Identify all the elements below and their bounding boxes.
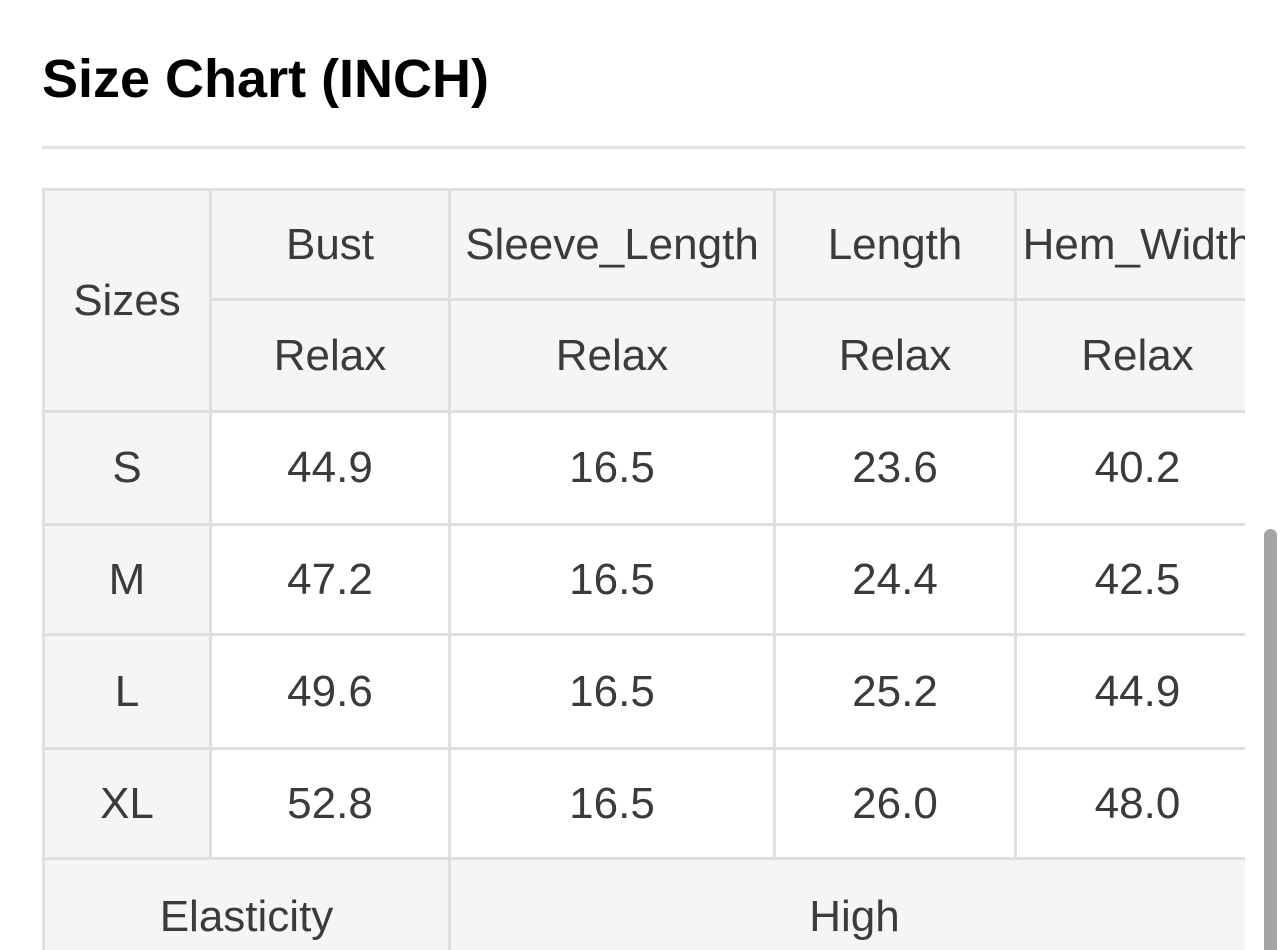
title-divider xyxy=(42,146,1245,149)
value-s-hem-width: 40.2 xyxy=(1014,410,1245,526)
header-row-fit: Relax Relax Relax Relax xyxy=(44,298,1245,413)
value-xl-hem-width: 48.0 xyxy=(1014,747,1245,860)
value-s-bust: 44.9 xyxy=(209,410,451,526)
elasticity-label: Elasticity xyxy=(42,857,451,950)
header-cell-length: Length xyxy=(773,188,1017,301)
subheader-cell-bust-relax: Relax xyxy=(209,298,451,413)
value-xl-sleeve-length: 16.5 xyxy=(448,747,776,860)
value-s-length: 23.6 xyxy=(773,410,1017,526)
table-row-size-l: L 49.6 16.5 25.2 44.9 xyxy=(42,633,1245,750)
subheader-cell-length-relax: Relax xyxy=(773,298,1017,413)
subheader-cell-sleeve-relax: Relax xyxy=(448,298,776,413)
size-chart-scroll-container[interactable]: Sizes Bust Sleeve_Length Length Hem_Widt… xyxy=(42,188,1245,950)
elasticity-value: High xyxy=(448,857,1245,950)
value-l-sleeve-length: 16.5 xyxy=(448,633,776,750)
table-row-size-m: M 47.2 16.5 24.4 42.5 xyxy=(42,523,1245,636)
table-row-size-s: S 44.9 16.5 23.6 40.2 xyxy=(42,410,1245,526)
value-l-bust: 49.6 xyxy=(209,633,451,750)
header-cell-bust: Bust xyxy=(209,188,451,301)
value-xl-length: 26.0 xyxy=(773,747,1017,860)
vertical-scrollbar-thumb[interactable] xyxy=(1264,529,1277,950)
size-label-s: S xyxy=(42,410,212,526)
table-row-size-xl: XL 52.8 16.5 26.0 48.0 xyxy=(42,747,1245,860)
size-label-l: L xyxy=(42,633,212,750)
size-label-xl: XL xyxy=(42,747,212,860)
size-label-m: M xyxy=(42,523,212,636)
value-xl-bust: 52.8 xyxy=(209,747,451,860)
value-m-bust: 47.2 xyxy=(209,523,451,636)
value-m-hem-width: 42.5 xyxy=(1014,523,1245,636)
value-m-sleeve-length: 16.5 xyxy=(448,523,776,636)
page-title: Size Chart (INCH) xyxy=(42,49,490,109)
table-row-elasticity: Elasticity High xyxy=(42,857,1245,950)
value-l-length: 25.2 xyxy=(773,633,1017,750)
value-s-sleeve-length: 16.5 xyxy=(448,410,776,526)
subheader-cell-hem-relax: Relax xyxy=(1014,298,1245,413)
size-chart-table: Sizes Bust Sleeve_Length Length Hem_Widt… xyxy=(42,188,1245,950)
header-cell-sizes: Sizes xyxy=(42,188,212,413)
header-row-measures: Sizes Bust Sleeve_Length Length Hem_Widt… xyxy=(42,188,1245,413)
header-cell-sleeve-length: Sleeve_Length xyxy=(448,188,776,301)
value-m-length: 24.4 xyxy=(773,523,1017,636)
header-cell-hem-width: Hem_Width xyxy=(1014,188,1245,301)
value-l-hem-width: 44.9 xyxy=(1014,633,1245,750)
